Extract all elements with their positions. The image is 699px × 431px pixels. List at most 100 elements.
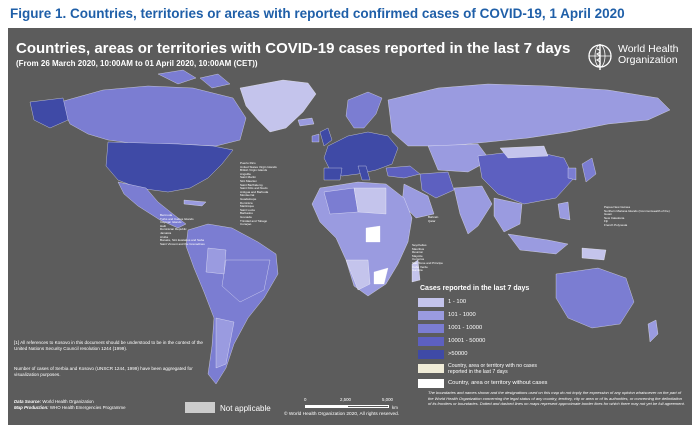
map-place-label: Martinique (240, 204, 255, 209)
legend-item: >50000 (414, 350, 556, 360)
scale-tick: 2,500 (340, 397, 351, 402)
not-applicable-label: Not applicable (220, 404, 271, 413)
map-place-label: Anguilla (240, 171, 251, 176)
world-map (8, 28, 692, 425)
data-source: Data Source: World Health Organization (14, 399, 214, 405)
legend-label: >50000 (448, 351, 468, 357)
oceania-labels: Papua New Guinea Northern Mariana Islands… (604, 205, 670, 228)
not-applicable-swatch (185, 402, 215, 413)
map-place-label: Guam (604, 212, 613, 217)
map-place-label: Guadeloupe (240, 196, 257, 201)
map-place-label: Montserrat (240, 193, 255, 198)
legend-swatch (418, 337, 444, 346)
map-place-label: Saint Vincent and the Grenadines (160, 241, 205, 246)
legend-item: Country, area or territory without cases (414, 379, 556, 389)
map-place-label: Barbados (240, 211, 253, 216)
legend-item: Country, area or territory with no cases… (414, 363, 556, 375)
map-place-label: Turks and Caicos Islands (160, 216, 194, 221)
map-place-label: Dominican Republic (160, 227, 187, 232)
legend-swatch (418, 350, 444, 359)
map-place-label: Bonaire, Sint Eustatius and Saba (160, 238, 205, 243)
legend-label: 1001 - 10000 (448, 325, 483, 331)
map-place-label: Saint Martin (240, 175, 257, 180)
usa-shape (105, 141, 234, 193)
map-production: Map Production: WHO Health Emergencies P… (14, 405, 214, 411)
who-emblem-icon (588, 44, 612, 70)
scale-bar: 0 2,500 5,000 km (304, 397, 398, 419)
map-place-label: Saint Barthélemy (240, 182, 263, 187)
map-place-label: Saint Kitts and Nevis (240, 186, 268, 191)
map-place-label: Réunion (412, 250, 424, 255)
map-place-label: Sint Maarten (240, 178, 258, 183)
kosovo-footnote: [1] All references to Kosovo in this doc… (14, 340, 203, 351)
legend-swatch (418, 298, 444, 307)
map-place-label: Papua New Guinea (604, 205, 631, 209)
legend-label: Country, area or territory with no cases… (448, 363, 537, 375)
map-place-label: Bermuda (160, 213, 173, 217)
legend-title: Cases reported in the last 7 days (420, 285, 530, 292)
figure-title: Figure 1. Countries, territories or area… (10, 6, 625, 21)
scale-unit: km (392, 405, 398, 410)
map-subtitle: (From 26 March 2020, 10:00AM to 01 April… (16, 59, 258, 68)
map-place-label: Curaçao (240, 222, 252, 227)
greenland-shape (239, 79, 317, 133)
map-place-label: British Virgin Islands (240, 168, 268, 173)
legend: Cases reported in the last 7 days 1 - 10… (414, 285, 556, 391)
map-place-label: Bahrain (428, 215, 439, 219)
serbia-note: Number of cases of Serbia and Kosovo (UN… (14, 366, 193, 377)
map-title: Countries, areas or territories with COV… (16, 40, 571, 57)
map-place-label: New Caledonia (604, 215, 625, 220)
legend-label: Country, area or territory without cases (448, 380, 548, 386)
map-place-label: United States Virgin Islands (240, 164, 277, 169)
copyright: © World Health Organization 2020, All ri… (284, 412, 400, 417)
australia-shape (555, 267, 635, 329)
map-place-label: Trinidad and Tobago (240, 218, 268, 223)
map-place-label: Haiti (160, 223, 167, 228)
organization-name: World Health Organization (618, 44, 679, 66)
map-place-label: Fiji (604, 219, 608, 224)
map-place-label: Mayotte (412, 253, 423, 258)
data-source-label: Data Source: (14, 399, 42, 404)
map-place-label: Gambia (412, 268, 423, 273)
map-place-label: Cayman Islands (160, 220, 182, 225)
legend-label: 101 - 1000 (448, 312, 476, 318)
legend-item: 1 - 100 (414, 298, 556, 308)
legend-swatch (418, 379, 444, 388)
canada-shape (59, 85, 247, 147)
map-place-label: Qatar (428, 218, 436, 223)
source-credits: Data Source: World Health Organization M… (14, 399, 214, 411)
data-source-value: World Health Organization (42, 399, 94, 404)
map-place-label: Seychelles (412, 243, 427, 247)
disclaimer: The boundaries and names shown and the d… (428, 390, 685, 407)
map-place-label: Saint Lucia (240, 207, 255, 212)
map-place-label: Aruba (160, 234, 169, 239)
map-production-value: WHO Health Emergencies Programme (49, 405, 126, 410)
map-place-label: Cabo Verde (412, 264, 428, 269)
map-place-label: Dominica (240, 200, 253, 205)
map-place-label: Comoros (412, 257, 425, 262)
map-place-label: Antigua and Barbuda (240, 189, 269, 194)
scale-segment (305, 405, 347, 408)
map-place-label: Jamaica (160, 230, 172, 235)
scale-tick: 0 (304, 397, 307, 402)
legend-label: 10001 - 50000 (448, 338, 486, 344)
scale-segment (347, 405, 389, 408)
map-place-label: Mauritius (412, 246, 425, 251)
legend-label: 1 - 100 (448, 299, 467, 305)
caribbean-labels: Puerto Rico United States Virgin Islands B… (240, 161, 277, 227)
map-place-label: Puerto Rico (240, 161, 256, 165)
africa-small-labels: Seychelles Mauritius Réunion Mayotte Comoros… (412, 243, 443, 273)
organization-name-line1: World Health (618, 43, 679, 55)
legend-swatch (418, 311, 444, 320)
legend-swatch (418, 364, 444, 373)
scale-tick: 5,000 (382, 397, 393, 402)
map-place-label: Sao Tome and Principe (412, 260, 443, 265)
map-frame: Countries, areas or territories with COV… (8, 28, 692, 425)
middle-east-labels: Bahrain Qatar (428, 215, 439, 223)
legend-swatch (418, 324, 444, 333)
legend-item: 101 - 1000 (414, 311, 556, 321)
map-production-label: Map Production: (14, 405, 49, 410)
legend-item: 1001 - 10000 (414, 324, 556, 334)
organization-name-line2: Organization (618, 54, 678, 66)
legend-item: 10001 - 50000 (414, 337, 556, 347)
